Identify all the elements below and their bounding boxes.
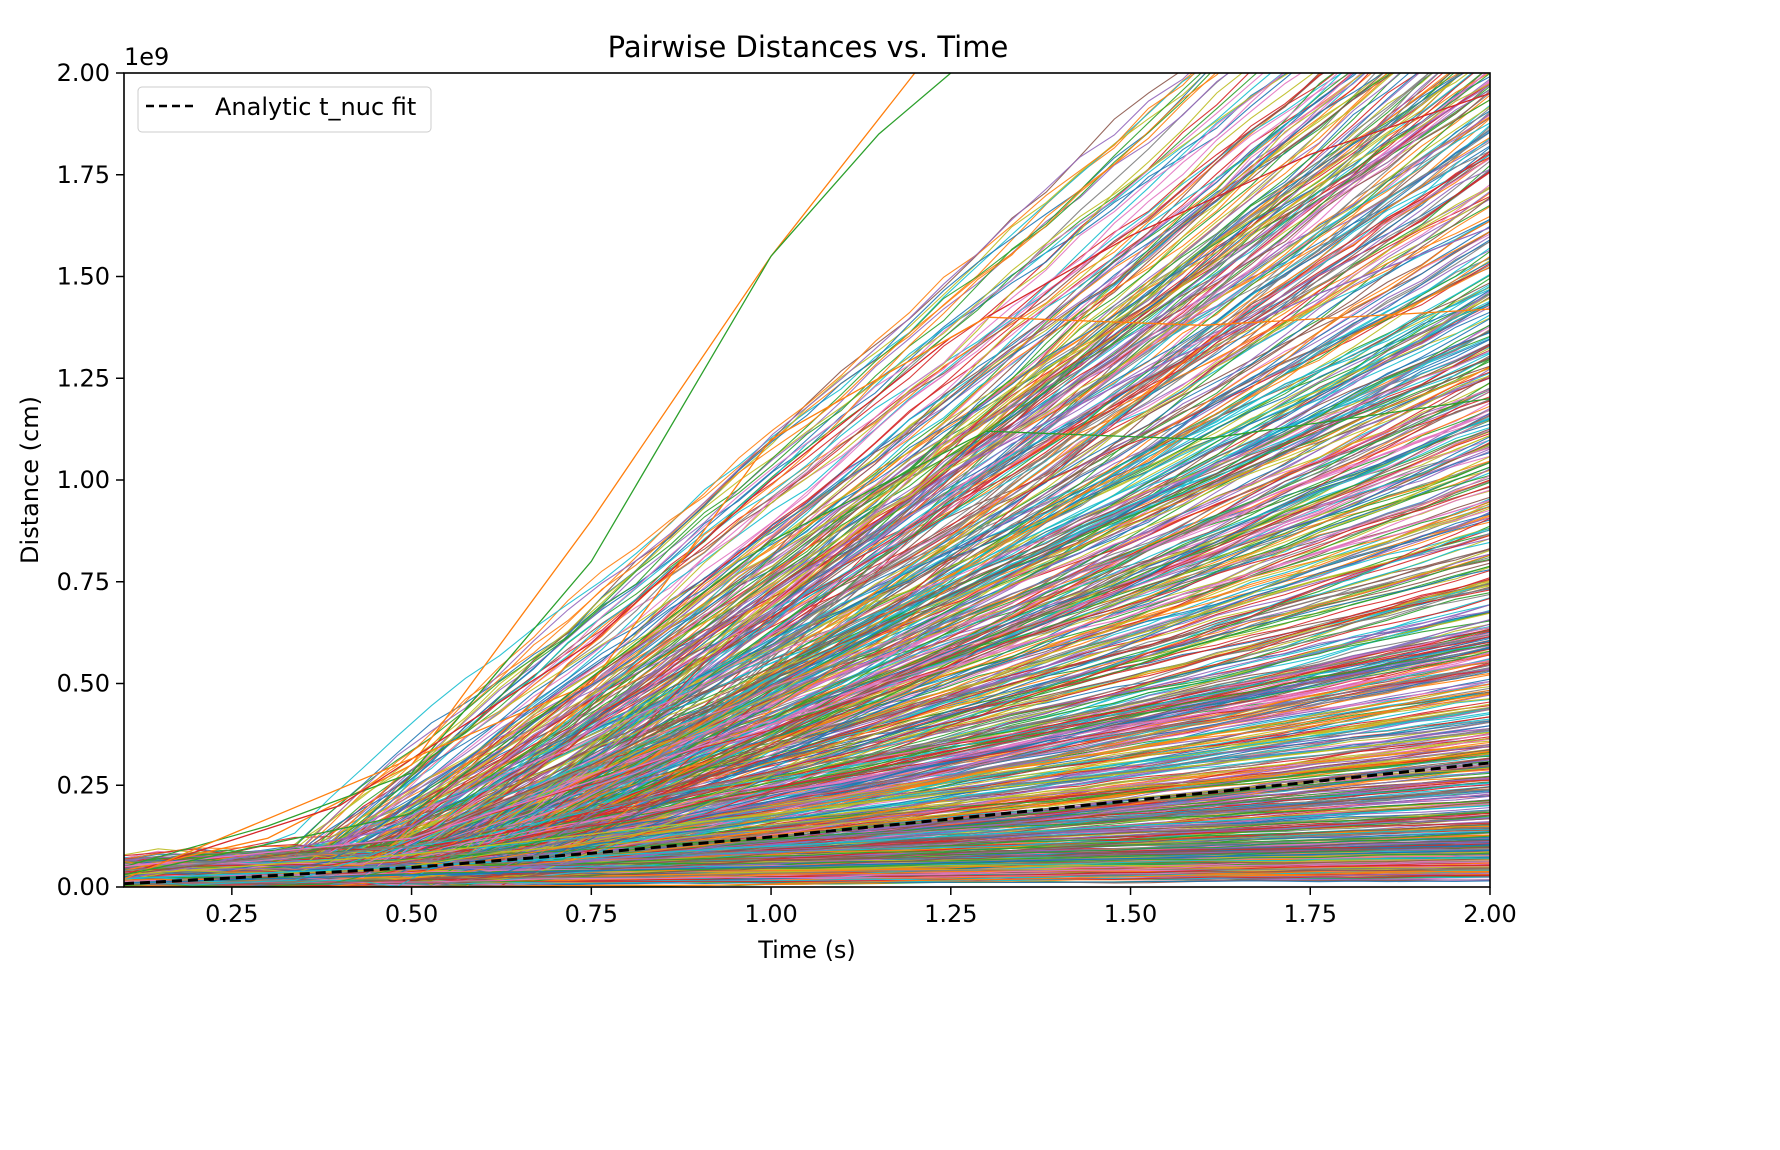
x-tick-label: 1.50 [1104, 900, 1157, 928]
x-tick-label: 2.00 [1463, 900, 1516, 928]
trajectory-line [124, 73, 1385, 881]
y-tick-label: 1.50 [57, 263, 110, 291]
trajectory-line [124, 73, 1258, 882]
y-axis-label: Distance (cm) [16, 396, 44, 564]
trajectory-line [124, 73, 1395, 859]
trajectory-line [124, 73, 1324, 857]
legend: Analytic t_nuc fit [137, 86, 432, 133]
trajectory-line [124, 513, 1490, 882]
y-tick-label: 2.00 [57, 59, 110, 87]
series-line [124, 499, 1490, 868]
trajectory-line [124, 76, 1490, 871]
trajectory-line [124, 73, 1463, 881]
trajectory-line [124, 139, 1490, 878]
x-tick-label: 0.75 [565, 900, 618, 928]
y-tick-label: 1.75 [57, 161, 110, 189]
analytic-fit-line [124, 761, 1490, 886]
series-line [124, 634, 1490, 872]
trajectory-line [124, 288, 1490, 881]
trajectory-line [124, 720, 1490, 873]
trajectory-line [124, 73, 1220, 872]
legend-label-analytic-fit: Analytic t_nuc fit [215, 93, 416, 121]
series-line [124, 227, 1490, 880]
trajectory-line [124, 73, 1207, 887]
trajectory-line [124, 418, 1490, 887]
trajectory-line [124, 870, 1490, 887]
trajectory-line [124, 73, 1465, 878]
trajectory-line [124, 263, 1490, 884]
y-tick-label: 1.25 [57, 364, 110, 392]
y-tick-label: 0.25 [57, 771, 110, 799]
series-line [124, 731, 1490, 876]
trajectory-line [124, 73, 1344, 865]
trajectory-line [124, 350, 1490, 865]
series-line [124, 308, 1490, 880]
x-axis-label: Time (s) [757, 936, 856, 964]
trajectory-line [124, 868, 1490, 883]
trajectory-line [124, 389, 1490, 876]
trajectory-line [124, 823, 1490, 885]
trajectory-line [124, 398, 1490, 861]
trajectory-line [124, 83, 1490, 877]
y-tick-label: 0.75 [57, 568, 110, 596]
y-tick-label: 1.00 [57, 466, 110, 494]
x-tick-label: 1.00 [744, 900, 797, 928]
trajectory-line [124, 812, 1490, 887]
series-line [124, 804, 1490, 880]
y-tick-label: 0.50 [57, 670, 110, 698]
trajectory-line [124, 73, 1321, 874]
trajectory-line [124, 73, 1191, 867]
series-line [124, 73, 952, 868]
x-tick-label: 1.75 [1284, 900, 1337, 928]
trajectory-line [124, 73, 1202, 865]
trajectory-line [124, 641, 1490, 876]
trajectory-line [124, 73, 1197, 862]
trajectory-line [124, 73, 1440, 869]
series-line [124, 849, 1490, 884]
trajectory-line [124, 73, 1196, 869]
legend-box [137, 86, 432, 133]
x-axis: 0.25 0.50 0.75 1.00 1.25 1.50 1.75 2.00 [205, 887, 1517, 928]
trajectory-line [124, 641, 1490, 867]
x-tick-label: 1.25 [924, 900, 977, 928]
chart-title: Pairwise Distances vs. Time [608, 30, 1009, 64]
series-line [124, 92, 1490, 876]
y-offset-label: 1e9 [124, 43, 169, 71]
trajectory-line [124, 751, 1490, 887]
plot-area [124, 73, 1490, 887]
series-line [124, 357, 1490, 876]
trajectory-line [124, 644, 1490, 887]
y-tick-label: 0.00 [57, 873, 110, 901]
y-axis: 0.00 0.25 0.50 0.75 1.00 1.25 1.50 1.75 2.00 [57, 59, 124, 901]
trajectory-line [124, 644, 1490, 863]
x-tick-label: 0.50 [385, 900, 438, 928]
trajectory-line [124, 485, 1490, 871]
x-tick-label: 0.25 [205, 900, 258, 928]
series-line [124, 397, 1490, 876]
series-line [124, 73, 916, 872]
trajectory-line [124, 817, 1490, 870]
